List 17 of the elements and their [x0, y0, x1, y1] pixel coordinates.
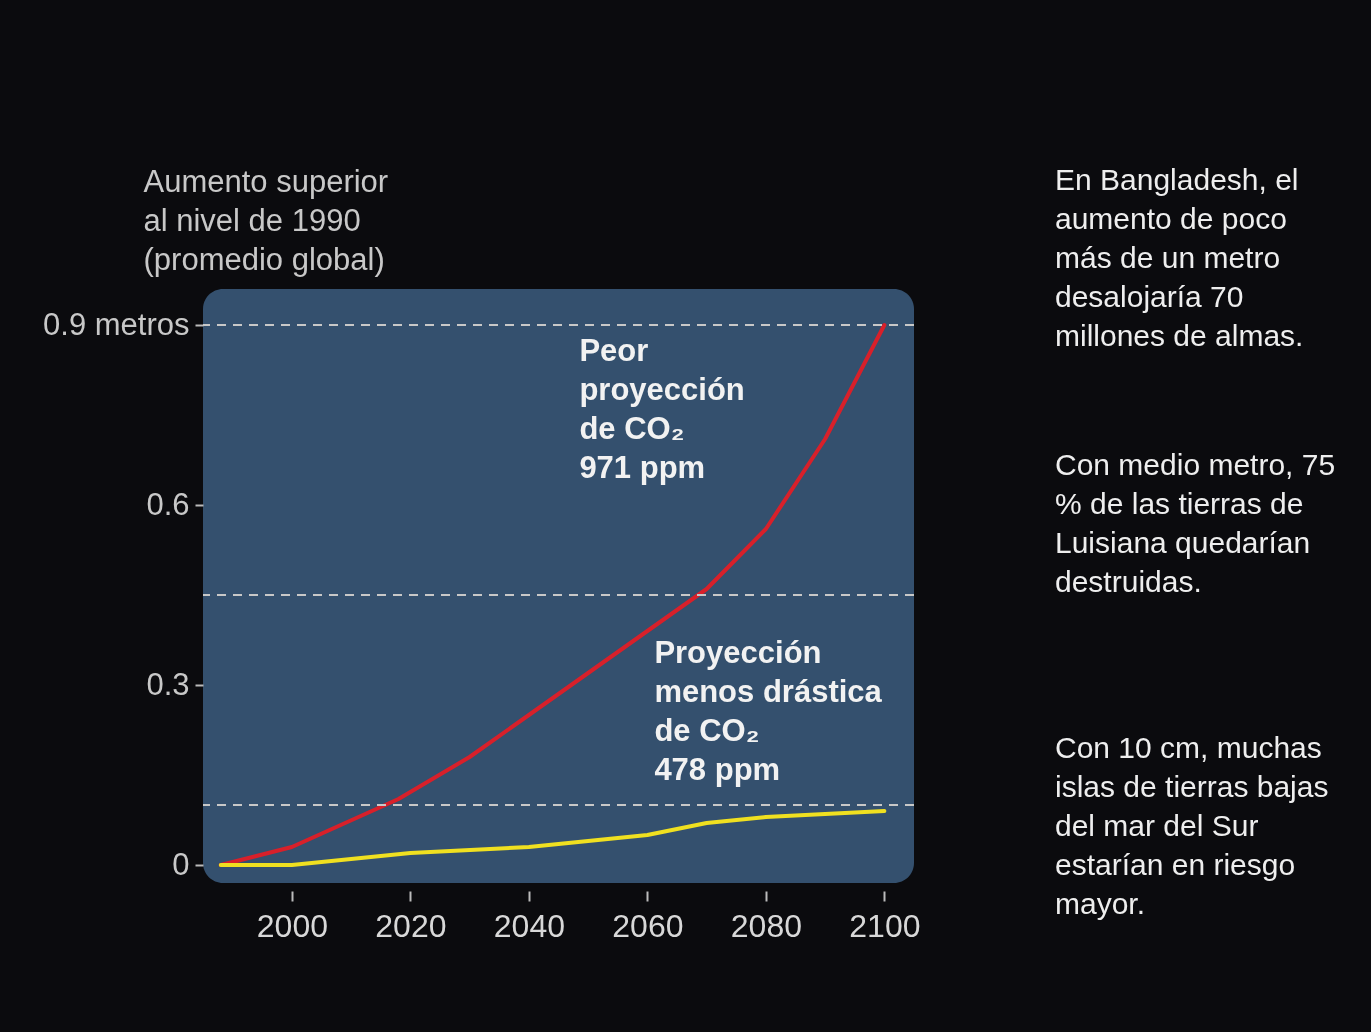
text: Con medio metro, 75 % de las tierras de Luisiana quedarían destruidas. — [1055, 447, 1337, 600]
x-tick-label: 2020 — [375, 907, 447, 944]
series-label: Proyección menos drástica de CO₂ 478 ppm — [654, 635, 883, 787]
text: En Bangladesh, el aumento de poco más de un metro desalojaría 70 millones de almas. — [1055, 162, 1305, 354]
x-tick-label: 2040 — [493, 907, 565, 944]
y-tick-label: 0 — [172, 846, 190, 882]
x-tick-label: 2000 — [256, 907, 328, 944]
x-tick-label: 2060 — [612, 907, 684, 944]
series-label: Peor proyección de CO₂ 971 ppm — [579, 333, 745, 485]
x-tick-label: 2080 — [730, 907, 802, 944]
y-axis-title: Aumento superior al nivel de 1990 (promedio global) — [143, 163, 389, 277]
text: Con 10 cm, muchas islas de tierras bajas del mar del Sur estarían en riesgo mayor. — [1055, 730, 1330, 922]
y-tick-label: 0.9 metros — [43, 306, 190, 342]
y-tick-label: 0.3 — [146, 666, 190, 702]
x-tick-label: 2100 — [849, 907, 921, 944]
line-series — [218, 809, 887, 867]
y-tick-label: 0.6 — [146, 486, 190, 522]
